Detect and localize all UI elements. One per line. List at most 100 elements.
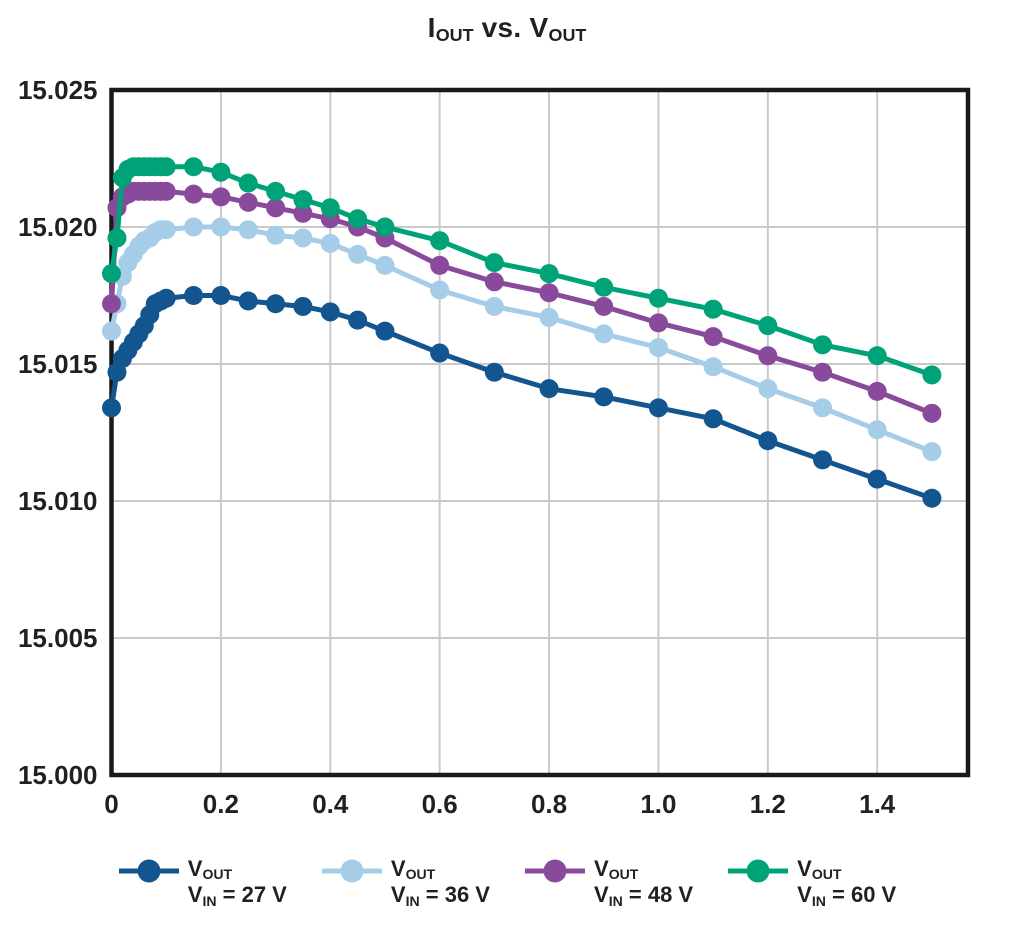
data-point xyxy=(758,346,778,366)
data-point xyxy=(266,225,286,245)
title-iout-sub: OUT xyxy=(435,25,474,46)
data-point xyxy=(539,283,559,303)
data-point xyxy=(266,294,286,314)
data-point xyxy=(430,280,450,300)
legend-item-vin-36v: VOUT VIN = 36 V xyxy=(321,856,490,909)
data-point xyxy=(293,190,313,210)
data-point xyxy=(156,157,176,177)
legend-item-vin-60v: VOUT VIN = 60 V xyxy=(727,856,896,909)
data-point xyxy=(648,288,668,308)
legend-marker-vin-27v xyxy=(118,859,179,883)
legend-series-symbol: VOUT xyxy=(187,856,233,883)
title-iout-main: I xyxy=(427,12,436,43)
data-point xyxy=(813,398,833,418)
x-tick-label: 0.8 xyxy=(531,789,567,819)
data-point xyxy=(320,302,340,322)
y-tick-label: 15.015 xyxy=(18,349,98,379)
data-point xyxy=(293,296,313,316)
title-symbol-vout: VOUT xyxy=(529,12,587,45)
data-point xyxy=(922,442,942,462)
legend-condition: VIN = 48 V xyxy=(594,882,694,909)
data-point xyxy=(813,362,833,382)
data-point xyxy=(102,294,121,314)
data-point xyxy=(375,217,395,237)
data-point xyxy=(484,362,504,382)
chart-legend: VOUT VIN = 27 V VOUT VIN = 36 V VOUT VIN = 48… xyxy=(0,856,1014,909)
legend-marker-vin-60v xyxy=(728,859,789,883)
legend-marker-circle xyxy=(137,859,161,883)
y-tick-label: 15.005 xyxy=(18,623,98,653)
data-point xyxy=(102,321,121,341)
data-point xyxy=(238,220,258,240)
data-point xyxy=(375,255,395,275)
data-point xyxy=(867,381,887,401)
data-point xyxy=(430,231,450,251)
data-point xyxy=(867,420,887,440)
title-symbol-iout: IOUT xyxy=(427,12,474,46)
y-tick-label: 15.000 xyxy=(18,760,98,790)
data-point xyxy=(703,327,723,347)
data-point xyxy=(539,307,559,327)
data-point xyxy=(320,198,340,218)
data-point xyxy=(156,181,176,201)
data-point xyxy=(293,228,313,248)
data-point xyxy=(375,321,395,341)
data-point xyxy=(703,357,723,377)
x-tick-label: 0.6 xyxy=(422,789,458,819)
x-tick-label: 0.2 xyxy=(203,789,239,819)
data-point xyxy=(156,220,176,240)
y-tick-label: 15.020 xyxy=(18,212,98,242)
data-point xyxy=(648,398,668,418)
data-point xyxy=(266,198,286,218)
data-point xyxy=(238,173,258,193)
x-tick-label: 0 xyxy=(104,789,118,819)
legend-condition: VIN = 27 V xyxy=(187,882,287,909)
legend-series-symbol: VOUT xyxy=(594,856,639,883)
legend-series-symbol: VOUT xyxy=(797,856,842,883)
data-point xyxy=(238,192,258,212)
legend-label-vin-60v: VOUT VIN = 60 V xyxy=(797,856,896,909)
legend-marker-vin-36v xyxy=(321,859,382,883)
x-tick-label: 0.4 xyxy=(312,789,349,819)
data-point xyxy=(430,255,450,275)
data-point xyxy=(922,403,942,423)
legend-series-symbol: VOUT xyxy=(390,856,436,883)
data-point xyxy=(758,379,778,399)
data-point xyxy=(813,450,833,470)
data-point xyxy=(184,157,204,177)
data-point xyxy=(320,233,340,253)
chart-title: IOUT vs. VOUT xyxy=(0,12,1014,46)
title-vout-main: V xyxy=(529,12,549,43)
data-point xyxy=(211,286,231,305)
data-point xyxy=(703,299,723,319)
data-point xyxy=(430,343,450,363)
data-point xyxy=(648,313,668,333)
data-point xyxy=(813,335,833,355)
data-point xyxy=(594,324,614,344)
data-point xyxy=(922,488,942,508)
legend-label-vin-27v: VOUT VIN = 27 V xyxy=(188,856,287,909)
legend-item-vin-48v: VOUT VIN = 48 V xyxy=(524,856,693,909)
plot-border xyxy=(109,87,971,778)
series-line-27v xyxy=(109,293,935,501)
legend-marker-circle xyxy=(543,859,567,883)
legend-label-vin-36v: VOUT VIN = 36 V xyxy=(391,856,490,909)
data-point xyxy=(102,398,121,418)
data-point xyxy=(484,296,504,316)
data-point xyxy=(211,187,231,207)
x-tick-label: 1.2 xyxy=(750,789,786,819)
data-point xyxy=(594,296,614,316)
data-point xyxy=(238,291,258,311)
data-point xyxy=(184,286,204,305)
data-point xyxy=(211,162,231,182)
y-tick-label: 15.025 xyxy=(18,75,98,105)
data-point xyxy=(293,203,313,223)
legend-marker-vin-48v xyxy=(525,859,585,883)
data-point xyxy=(266,181,286,201)
data-point xyxy=(594,277,614,297)
data-point xyxy=(922,365,942,385)
x-tick-label: 1.0 xyxy=(640,789,676,819)
data-point xyxy=(539,264,559,284)
data-point xyxy=(539,379,559,399)
